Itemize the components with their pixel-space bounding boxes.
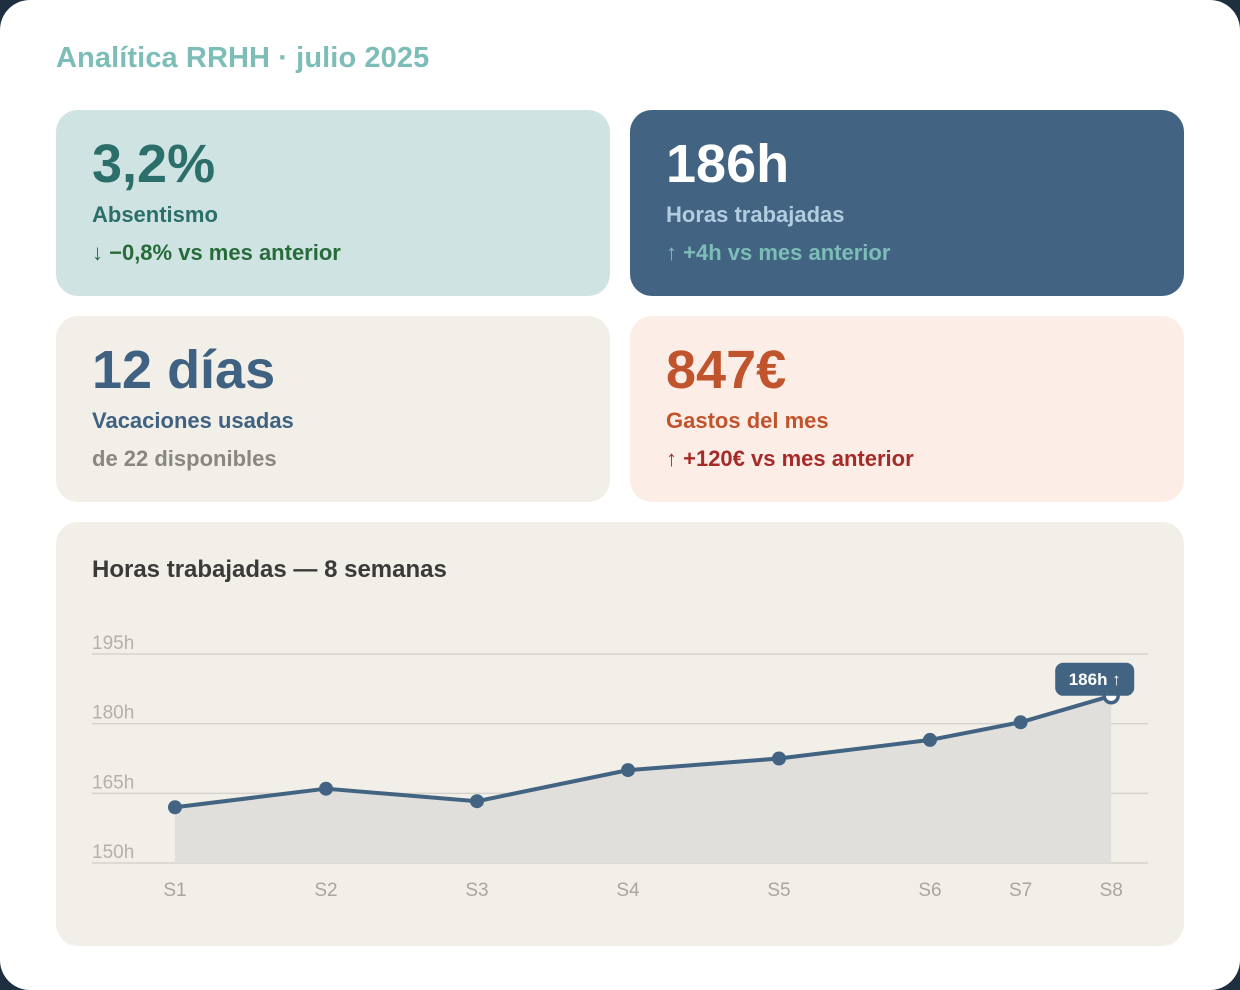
x-tick-label: S7 — [1009, 880, 1032, 901]
horas-label: Horas trabajadas — [666, 202, 845, 227]
y-tick-label: 150h — [92, 842, 134, 863]
gastos-card[interactable]: 847€ Gastos del mes ↑ +120€ vs mes anter… — [630, 316, 1184, 502]
data-point-S1 — [168, 800, 182, 815]
absentismo-label: Absentismo — [92, 202, 218, 227]
gastos-label: Gastos del mes — [666, 408, 829, 433]
gastos-delta: ↑ +120€ vs mes anterior — [666, 446, 914, 471]
hours-line-chart: 150h 165h 180h 195h S1 S2 S3 S4 S5 S6 S7 S8 186h ↑ — [92, 633, 1148, 901]
x-tick-label: S3 — [465, 880, 488, 901]
x-tick-label: S6 — [918, 880, 941, 901]
data-point-S6 — [923, 732, 937, 747]
horas-value: 186h — [666, 134, 790, 194]
vacaciones-label: Vacaciones usadas — [92, 408, 294, 433]
absentismo-card[interactable]: 3,2% Absentismo ↓ −0,8% vs mes anterior — [56, 110, 610, 296]
x-tick-label: S8 — [1100, 880, 1123, 901]
data-point-S5 — [772, 751, 786, 766]
value-callout-text: 186h ↑ — [1069, 670, 1121, 689]
y-tick-label: 180h — [92, 703, 134, 724]
x-tick-label: S1 — [163, 880, 186, 901]
series-line — [173, 693, 1114, 810]
y-tick-label: 195h — [92, 633, 134, 654]
vacaciones-value: 12 días — [92, 340, 276, 400]
x-tick-label: S4 — [616, 880, 640, 901]
absentismo-delta: ↓ −0,8% vs mes anterior — [92, 240, 341, 265]
area-fill — [175, 695, 1112, 863]
chart-title: Horas trabajadas — 8 semanas — [92, 556, 447, 583]
absentismo-value: 3,2% — [92, 134, 216, 194]
data-point-S7 — [1013, 715, 1028, 730]
page-title: Analítica RRHH · julio 2025 — [56, 42, 430, 74]
chart-card: Horas trabajadas — 8 semanas 150h 165h 180… — [56, 522, 1184, 946]
data-point-S4 — [621, 763, 635, 778]
horas-delta: ↑ +4h vs mes anterior — [666, 240, 891, 265]
vacaciones-note: de 22 disponibles — [92, 446, 277, 471]
x-tick-label: S2 — [314, 880, 337, 901]
value-callout-badge — [1055, 662, 1135, 696]
data-point-S3 — [470, 794, 484, 809]
gastos-value: 847€ — [666, 340, 787, 400]
data-point-S2 — [319, 781, 333, 796]
vacaciones-card[interactable]: 12 días Vacaciones usadas de 22 disponib… — [56, 316, 610, 502]
x-tick-label: S5 — [767, 880, 790, 901]
horas-card[interactable]: 186h Horas trabajadas ↑ +4h vs mes anter… — [630, 110, 1184, 296]
y-tick-label: 165h — [92, 772, 134, 793]
